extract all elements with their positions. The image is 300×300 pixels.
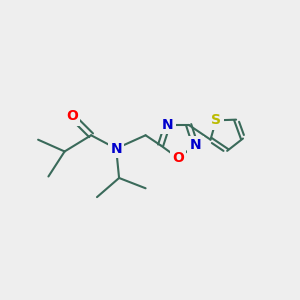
Text: S: S — [211, 113, 221, 127]
Text: N: N — [110, 142, 122, 155]
Text: O: O — [172, 151, 184, 165]
Text: N: N — [190, 138, 201, 152]
Text: N: N — [161, 118, 173, 132]
Text: O: O — [66, 109, 78, 123]
